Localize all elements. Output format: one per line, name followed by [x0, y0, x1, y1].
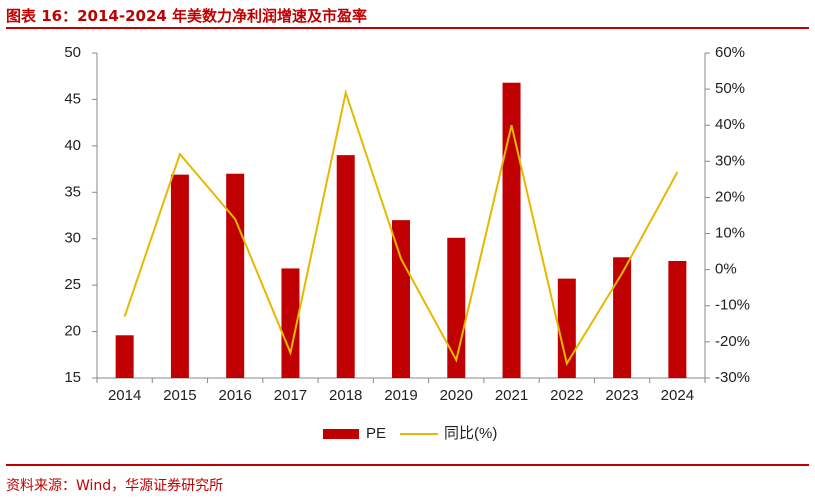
legend-label-pe: PE [366, 425, 386, 442]
x-tick-label: 2016 [218, 387, 251, 404]
pe-bar [392, 220, 410, 378]
left-tick-label: 50 [64, 44, 81, 61]
pe-bar [336, 155, 355, 378]
left-tick-label: 45 [64, 90, 81, 107]
right-tick-label: 20% [715, 188, 745, 205]
legend-swatch-pe [323, 429, 359, 439]
legend-label-yoy: 同比(%) [444, 425, 497, 442]
x-tick-label: 2014 [108, 387, 141, 404]
pe-bar [115, 335, 134, 378]
x-tick-label: 2015 [163, 387, 196, 404]
x-tick-label: 2023 [605, 387, 638, 404]
pe-bar [281, 268, 300, 378]
combo-chart: 15 20 25 30 35 40 45 50 -30% -20% -10% 0% 10% 20% 30% 4… [64, 44, 750, 442]
pe-bar [668, 261, 687, 378]
pe-bar [226, 173, 245, 378]
x-tick-label: 2022 [550, 387, 583, 404]
x-tick-label: 2017 [274, 387, 307, 404]
yoy-growth-line [123, 88, 679, 367]
right-tick-label: 40% [715, 116, 745, 133]
top-rule [6, 27, 809, 29]
x-tick-label: 2019 [384, 387, 417, 404]
left-tick-label: 15 [64, 369, 81, 386]
figure-label: 图表 16： [6, 6, 78, 25]
chart-title: 2014-2024 年美数力净利润增速及市盈率 [77, 6, 368, 25]
x-tick-label: 2024 [661, 387, 694, 404]
left-tick-label: 30 [64, 230, 81, 247]
chart-header: 图表 16： 2014-2024 年美数力净利润增速及市盈率 [6, 4, 809, 26]
right-tick-label: 50% [715, 80, 745, 97]
x-tick-label: 2021 [495, 387, 528, 404]
pe-bar [557, 278, 576, 378]
left-tick-label: 20 [64, 323, 81, 340]
pe-bar [502, 82, 521, 378]
right-tick-label: -10% [715, 297, 750, 314]
right-tick-label: 30% [715, 152, 745, 169]
x-tick-label: 2020 [440, 387, 473, 404]
x-tick-label: 2018 [329, 387, 362, 404]
right-tick-label: -20% [715, 333, 750, 350]
right-tick-label: -30% [715, 369, 750, 386]
left-tick-label: 25 [64, 276, 81, 293]
right-tick-label: 10% [715, 225, 745, 242]
bottom-rule [6, 464, 809, 466]
pe-bar [170, 174, 189, 378]
left-tick-label: 40 [64, 137, 81, 154]
left-tick-label: 35 [64, 183, 81, 200]
right-tick-label: 0% [715, 261, 737, 278]
right-tick-label: 60% [715, 44, 745, 61]
pe-bar [613, 257, 632, 378]
source-note: 资料来源：Wind，华源证券研究所 [6, 478, 224, 494]
